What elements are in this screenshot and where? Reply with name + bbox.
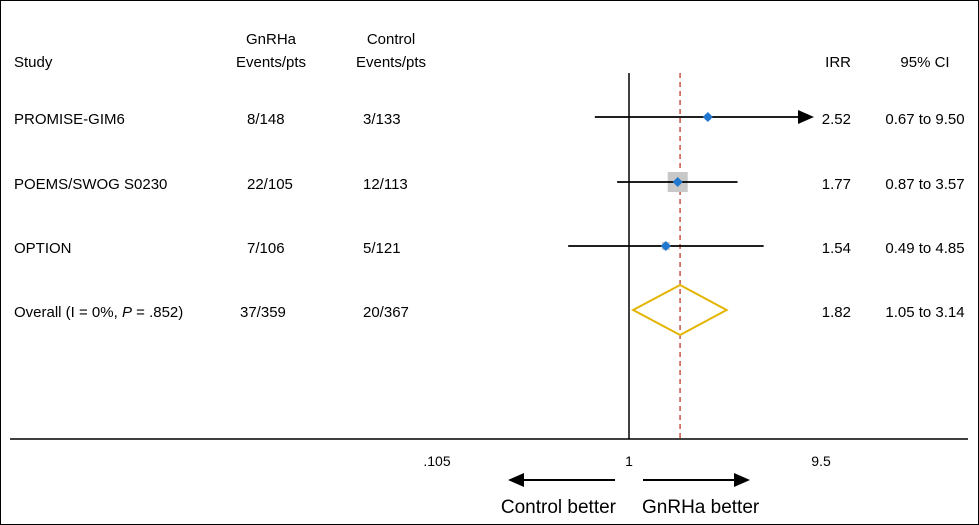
control-better-arrow [508, 473, 615, 487]
row-ci: 0.67 to 9.50 [885, 111, 964, 128]
row-irr: 2.52 [822, 111, 851, 128]
overall-ci: 1.05 to 3.14 [885, 304, 964, 321]
row-gnrha-events: 8/148 [247, 111, 285, 128]
overall-irr: 1.82 [822, 304, 851, 321]
row-ci: 0.87 to 3.57 [885, 176, 964, 193]
header-gnrha-line1: GnRHa [246, 31, 297, 48]
row-gnrha-events: 7/106 [247, 240, 285, 257]
point-estimate [672, 177, 683, 187]
control-better-label: Control better [501, 497, 617, 518]
ci-arrowhead [798, 110, 814, 124]
point-estimate [702, 112, 713, 122]
study-row-3: OPTION 7/106 5/121 1.54 0.49 to 4.85 [14, 240, 965, 257]
row-gnrha-events: 22/105 [247, 176, 293, 193]
gnrha-better-arrow [643, 473, 750, 487]
study-row-1: PROMISE-GIM6 8/148 3/133 2.52 0.67 to 9.… [14, 111, 965, 128]
overall-label-prefix: Overall (I = 0%, [14, 304, 122, 321]
gnrha-better-label: GnRHa better [642, 497, 760, 518]
row-irr: 1.77 [822, 176, 851, 193]
header-ci: 95% CI [900, 54, 949, 71]
overall-control-events: 20/367 [363, 304, 409, 321]
overall-label-p: P [122, 304, 132, 321]
header-irr: IRR [825, 54, 851, 71]
tick-label-high: 9.5 [811, 453, 831, 469]
row-study-name: OPTION [14, 240, 72, 257]
row-control-events: 12/113 [363, 176, 408, 193]
header-control-line2: Events/pts [356, 54, 426, 71]
overall-label: Overall (I = 0%, P = .852) [14, 304, 183, 321]
overall-gnrha-events: 37/359 [240, 304, 286, 321]
row-ci: 0.49 to 4.85 [885, 240, 964, 257]
study-row-2: POEMS/SWOG S0230 22/105 12/113 1.77 0.87… [14, 176, 965, 193]
tick-label-low: .105 [423, 453, 450, 469]
header-gnrha-line2: Events/pts [236, 54, 306, 71]
header-control-line1: Control [367, 31, 415, 48]
point-estimate [660, 241, 671, 251]
overall-row: Overall (I = 0%, P = .852) 37/359 20/367… [14, 304, 965, 321]
row-control-events: 3/133 [363, 111, 401, 128]
row-study-name: POEMS/SWOG S0230 [14, 176, 167, 193]
chart-marks [568, 110, 814, 337]
row-study-name: PROMISE-GIM6 [14, 111, 125, 128]
header-study: Study [14, 54, 53, 71]
tick-label-one: 1 [625, 453, 633, 469]
overall-label-suffix: = .852) [132, 304, 183, 321]
row-control-events: 5/121 [363, 240, 401, 257]
row-irr: 1.54 [822, 240, 851, 257]
overall-diamond [631, 283, 729, 337]
